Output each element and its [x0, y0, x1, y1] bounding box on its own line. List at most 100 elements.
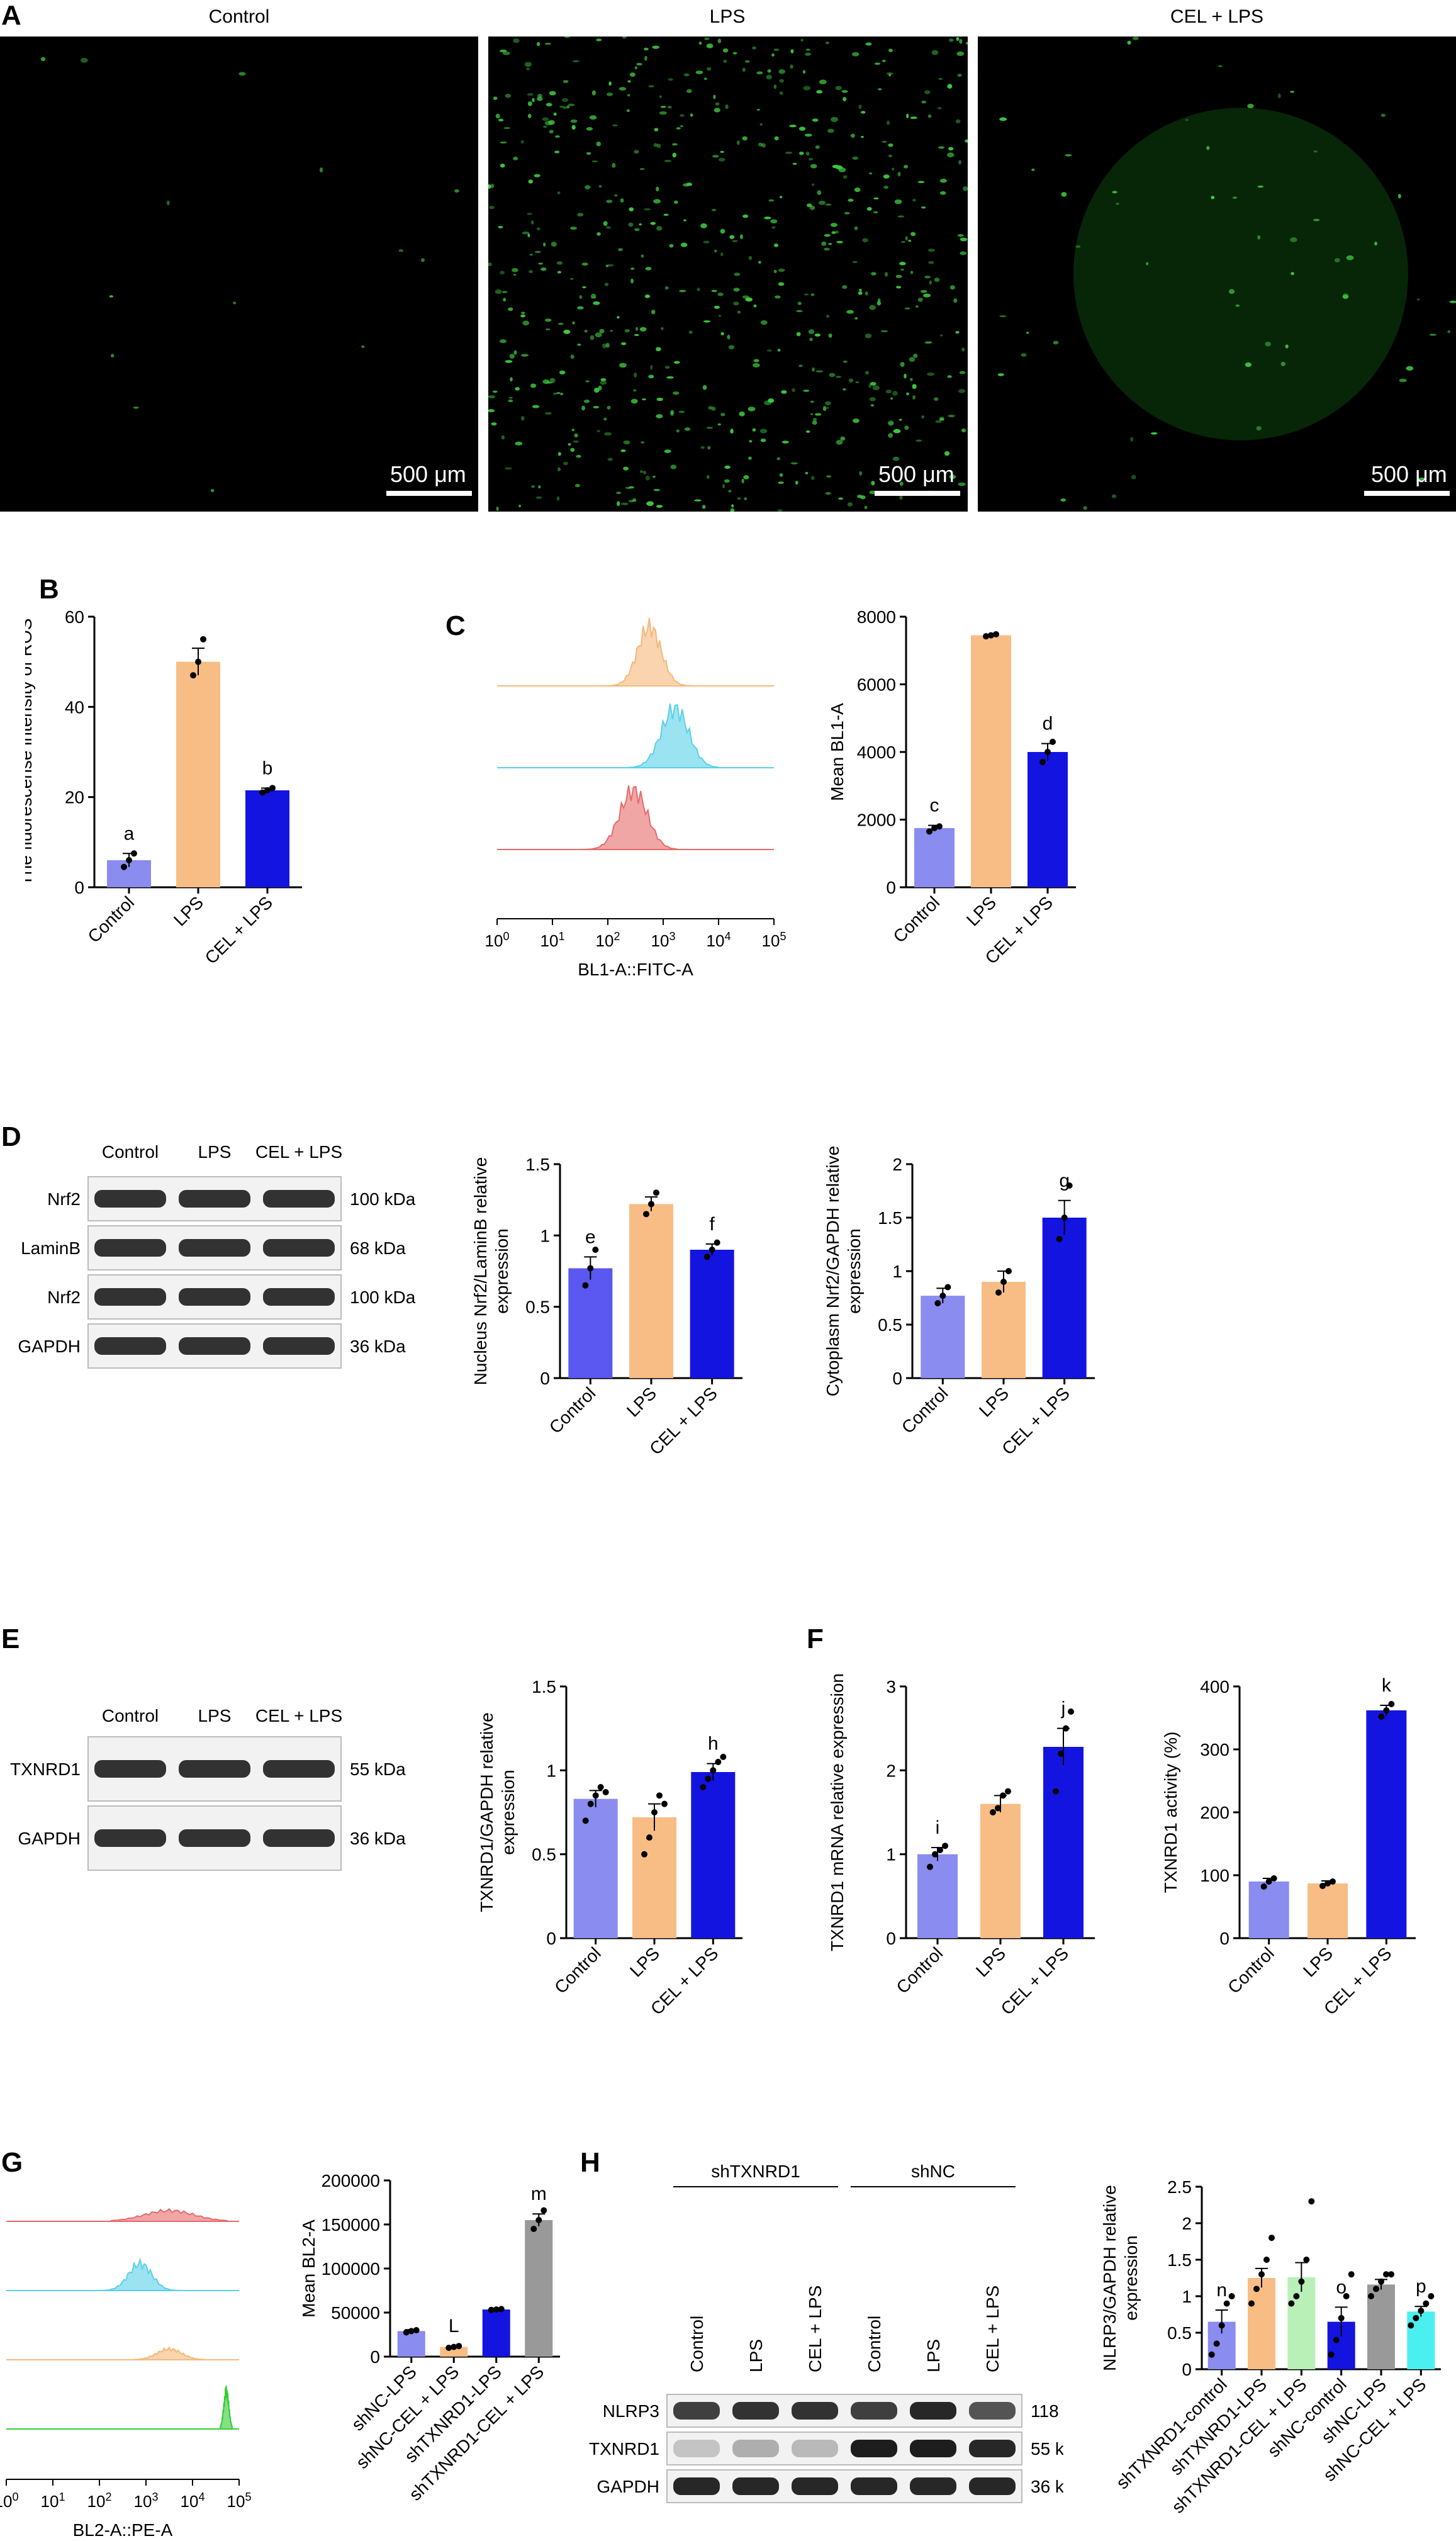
micro-cell: [1342, 294, 1349, 299]
micro-cell: [888, 73, 892, 77]
blot-lane-label: LPS: [198, 1142, 232, 1162]
micro-cell: [695, 70, 703, 74]
micro-cell: [759, 429, 768, 434]
micro-cell: [634, 373, 637, 378]
micro-cell: [826, 407, 829, 409]
data-point: [927, 1863, 933, 1870]
y-axis-label: Mean BL1-A: [827, 703, 847, 801]
flow-x-label: BL1-A::FITC-A: [578, 960, 693, 979]
data-point: [451, 2343, 457, 2350]
blot-band: [792, 2440, 838, 2457]
x-tick-label: LPS: [1299, 1943, 1336, 1980]
significance-letter: m: [531, 2184, 547, 2204]
micro-cell: [579, 294, 583, 300]
data-point: [587, 1265, 594, 1272]
data-point: [1328, 2351, 1335, 2358]
micro-cell: [656, 347, 661, 352]
micro-cell: [949, 474, 956, 480]
micro-cell: [557, 452, 561, 456]
micro-cell: [529, 254, 534, 256]
micro-cell: [842, 285, 848, 289]
micro-cell: [634, 228, 640, 232]
micro-cell: [796, 310, 803, 313]
micro-cell: [836, 376, 841, 378]
micro-cell: [947, 375, 952, 378]
micro-cell: [510, 377, 513, 381]
micro-cell: [756, 71, 763, 75]
micro-cell: [502, 51, 510, 55]
chart-d2: 0 0.5 1 1.5 2 Cytoplasm Nrf2/GAPDH relativeex…: [823, 1146, 1095, 1459]
micro-cell: [532, 405, 540, 408]
significance-letter: p: [1416, 2276, 1426, 2297]
micro-cell: [619, 362, 627, 368]
blot-lane-label: CEL + LPS: [805, 2286, 825, 2372]
micro-cell: [812, 118, 819, 122]
x-tick-label: CEL + LPS: [201, 892, 277, 968]
micro-cell: [948, 147, 954, 151]
micro-cell: [895, 274, 902, 278]
micro-cell: [603, 417, 607, 421]
micro-cell: [585, 380, 590, 383]
micro-cell: [568, 103, 575, 106]
micro-cell: [544, 318, 552, 322]
micro-cell: [882, 60, 886, 62]
blot-kda-label: 68 kDa: [350, 1238, 406, 1258]
micro-cell: [1111, 494, 1117, 498]
micro-cell: [616, 491, 621, 495]
micro-cell: [1285, 344, 1289, 349]
micro-cell: [858, 291, 863, 295]
data-point: [1053, 1788, 1059, 1795]
x-tick-label: Control: [1224, 1943, 1278, 1997]
data-point: [646, 1834, 652, 1841]
micro-cell: [703, 240, 710, 244]
micro-cell: [899, 418, 902, 421]
micro-cell: [490, 183, 495, 189]
micro-cell: [760, 438, 766, 442]
data-point: [931, 824, 938, 831]
data-point: [408, 2328, 415, 2335]
micro-cell: [714, 305, 720, 309]
micro-cell: [508, 399, 513, 403]
micro-cell: [920, 290, 927, 293]
x-tick-label: LPS: [963, 892, 1000, 929]
micro-cell: [909, 357, 916, 362]
micro-cell: [527, 101, 532, 106]
y-tick-label: 0.5: [525, 1298, 550, 1317]
data-point: [1260, 1883, 1267, 1890]
micro-cell: [572, 60, 580, 63]
micro-cell: [619, 87, 627, 91]
micro-cell: [778, 69, 786, 74]
micro-cell: [543, 242, 546, 247]
data-point: [1005, 1788, 1011, 1795]
y-tick-label: 1.5: [1167, 2250, 1192, 2270]
y-tick-label: 0: [1219, 1929, 1229, 1948]
micro-cell: [724, 479, 730, 483]
data-point: [121, 863, 127, 870]
flow-tick-label: 102: [87, 2491, 112, 2511]
significance-letter: k: [1382, 1675, 1392, 1696]
micro-cell: [133, 407, 139, 409]
chart-e: 0 0.5 1 1.5 TXNRD1/GAPDH relativeexpression C…: [477, 1677, 742, 2019]
y-tick-label: 200: [1200, 1803, 1229, 1822]
blot-row-label: TXNRD1: [10, 1759, 81, 1779]
micro-cell: [824, 401, 831, 406]
micro-cell: [861, 135, 864, 138]
micro-cell: [598, 185, 602, 188]
micro-cell: [812, 418, 817, 422]
micro-cell: [1257, 235, 1260, 240]
micro-cell: [612, 124, 618, 126]
micro-cell: [714, 108, 720, 113]
micro-cell: [846, 310, 854, 314]
micro-cell: [779, 79, 784, 83]
bar: [525, 2220, 553, 2357]
micro-cell: [825, 203, 832, 206]
micro-cell: [829, 373, 836, 378]
data-point: [1338, 2314, 1345, 2321]
micro-cell: [563, 461, 568, 466]
data-point: [1423, 2300, 1430, 2307]
micro-cell: [729, 235, 735, 239]
micro-cell: [858, 288, 862, 292]
micro-cell: [521, 354, 529, 357]
data-point: [1000, 1792, 1006, 1799]
